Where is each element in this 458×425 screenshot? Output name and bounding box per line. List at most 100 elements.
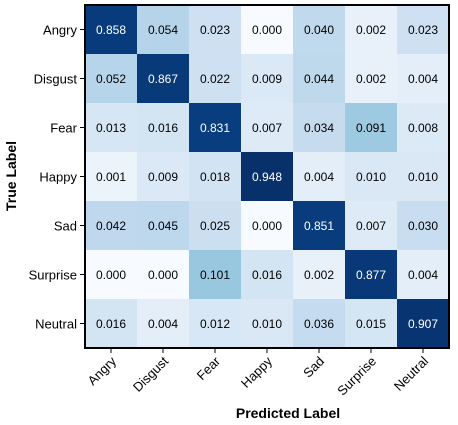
cell-value-label: 0.009 xyxy=(252,72,282,86)
heatmap-cell xyxy=(345,152,398,202)
heatmap-cell xyxy=(137,250,190,300)
heatmap-cell xyxy=(345,299,398,349)
cell-value-label: 0.000 xyxy=(96,268,126,282)
heatmap-cell xyxy=(137,299,190,349)
cell-value-label: 0.010 xyxy=(408,170,438,184)
cell-value-label: 0.052 xyxy=(96,72,126,86)
x-tick-label: Fear xyxy=(194,353,224,383)
cell-value-label: 0.004 xyxy=(408,72,438,86)
heatmap-cell xyxy=(85,152,138,202)
y-tick-label: Happy xyxy=(39,170,77,185)
cell-value-label: 0.016 xyxy=(148,121,178,135)
cell-value-label: 0.000 xyxy=(252,219,282,233)
cell-value-label: 0.015 xyxy=(356,317,386,331)
heatmap-cell xyxy=(189,250,242,300)
heatmap-cell xyxy=(189,54,242,104)
x-tick-label: Angry xyxy=(84,353,119,388)
cell-value-label: 0.101 xyxy=(200,268,230,282)
heatmap-cell xyxy=(241,299,294,349)
axis-ticks xyxy=(80,29,424,353)
cell-value-label: 0.025 xyxy=(200,219,230,233)
cell-value-label: 0.007 xyxy=(252,121,282,135)
heatmap-cell xyxy=(293,201,346,251)
y-tick-label: Fear xyxy=(50,121,77,136)
cell-value-label: 0.008 xyxy=(408,121,438,135)
heatmap-cell xyxy=(85,5,138,55)
heatmap-cell xyxy=(189,103,242,153)
cell-value-label: 0.010 xyxy=(356,170,386,184)
x-tick-label: Disgust xyxy=(130,353,172,395)
heatmap-cell xyxy=(189,5,242,55)
y-axis-label: True Label xyxy=(3,141,19,211)
cell-value-label: 0.018 xyxy=(200,170,230,184)
cell-value-label: 0.831 xyxy=(200,121,230,135)
x-tick-label: Sad xyxy=(300,354,327,381)
heatmap-cell xyxy=(397,103,450,153)
cell-value-label: 0.851 xyxy=(304,219,334,233)
heatmap-cell xyxy=(85,201,138,251)
cell-value-label: 0.009 xyxy=(148,170,178,184)
heatmap-cell xyxy=(137,103,190,153)
heatmap-cell xyxy=(137,54,190,104)
cell-value-label: 0.002 xyxy=(356,72,386,86)
heatmap-cell xyxy=(293,152,346,202)
cell-value-label: 0.877 xyxy=(356,268,386,282)
x-axis-label: Predicted Label xyxy=(236,405,340,421)
cell-value-label: 0.012 xyxy=(200,317,230,331)
heatmap-cell xyxy=(345,54,398,104)
cell-value-label: 0.004 xyxy=(408,268,438,282)
heatmap-cell xyxy=(85,299,138,349)
heatmap-cell xyxy=(241,54,294,104)
cell-value-label: 0.013 xyxy=(96,121,126,135)
heatmap-cell xyxy=(137,152,190,202)
cell-value-label: 0.002 xyxy=(356,23,386,37)
cell-value-label: 0.004 xyxy=(304,170,334,184)
heatmap-cell xyxy=(241,103,294,153)
heatmap-cell xyxy=(293,299,346,349)
x-tick-labels: Angry Disgust Fear Happy Sad Surprise Neutral xyxy=(84,353,431,398)
cell-value-label: 0.016 xyxy=(252,268,282,282)
cell-value-label: 0.030 xyxy=(408,219,438,233)
heatmap-cell xyxy=(241,250,294,300)
x-tick-label: Happy xyxy=(238,353,276,391)
heatmap-cell xyxy=(345,201,398,251)
heatmap-cell xyxy=(85,103,138,153)
heatmap-cell xyxy=(241,201,294,251)
heatmap-cell xyxy=(85,54,138,104)
cell-value-label: 0.007 xyxy=(356,219,386,233)
cell-value-label: 0.044 xyxy=(304,72,334,86)
y-tick-label: Disgust xyxy=(34,72,78,87)
cell-value-label: 0.054 xyxy=(148,23,178,37)
cell-value-label: 0.045 xyxy=(148,219,178,233)
heatmap-cell xyxy=(397,152,450,202)
y-tick-label: Surprise xyxy=(29,268,77,283)
y-tick-label: Neutral xyxy=(35,317,77,332)
cell-value-label: 0.010 xyxy=(252,317,282,331)
cell-value-label: 0.867 xyxy=(148,72,178,86)
cell-value-label: 0.001 xyxy=(96,170,126,184)
heatmap-cell xyxy=(397,5,450,55)
cell-value-label: 0.000 xyxy=(252,23,282,37)
heatmap-cell xyxy=(397,250,450,300)
cell-value-label: 0.040 xyxy=(304,23,334,37)
heatmap-cell xyxy=(397,299,450,349)
cell-value-label: 0.091 xyxy=(356,121,386,135)
heatmap-cell xyxy=(293,5,346,55)
y-tick-label: Angry xyxy=(43,23,77,38)
heatmap-cell xyxy=(189,201,242,251)
heatmap-cell xyxy=(397,201,450,251)
heatmap-cell xyxy=(189,152,242,202)
heatmap-cell xyxy=(345,5,398,55)
heatmap-cell xyxy=(241,152,294,202)
cell-value-label: 0.858 xyxy=(96,23,126,37)
cell-value-label: 0.023 xyxy=(200,23,230,37)
heatmap-cell xyxy=(293,103,346,153)
heatmap-cell xyxy=(345,250,398,300)
cell-value-label: 0.036 xyxy=(304,317,334,331)
cell-value-label: 0.000 xyxy=(148,268,178,282)
cell-value-label: 0.004 xyxy=(148,317,178,331)
heatmap-cell xyxy=(293,54,346,104)
x-tick-label: Surprise xyxy=(334,354,379,399)
heatmap-cell xyxy=(241,5,294,55)
